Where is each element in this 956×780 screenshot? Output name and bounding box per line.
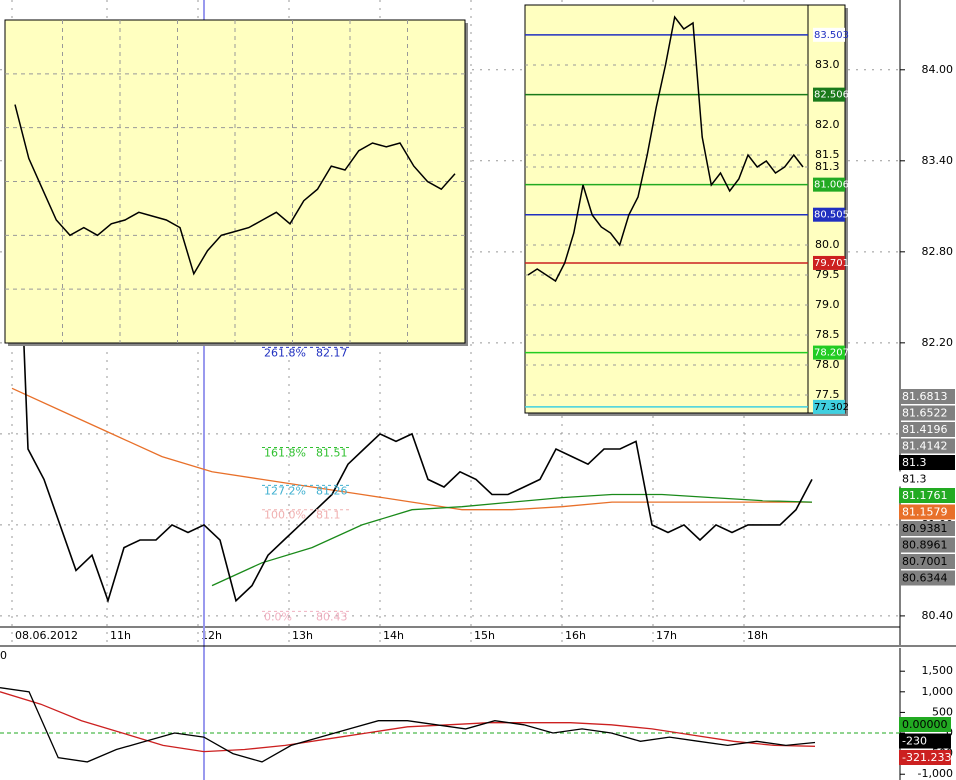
time-label: 16h [565,629,586,642]
level-tag [813,27,845,42]
price-tag-label: 81.1761 [902,489,948,502]
level-tag [813,87,845,102]
fib-price: 80.43 [316,610,348,623]
level-tag [813,399,845,414]
osc-tag [899,733,951,749]
y-tick-label: 83.40 [922,154,954,167]
y-tick-label: 84.00 [922,63,954,76]
inset-y-label: 78.5 [815,328,840,341]
price-tag-label: 80.9381 [902,522,948,535]
time-label: 14h [383,629,404,642]
price-tag-label: 80.6344 [902,572,948,585]
price-tag-label: 81.3 [902,456,927,469]
price-tag [899,422,955,437]
osc-tag [899,750,951,765]
price-tag [899,389,955,404]
fib-level: 127.2% [264,484,306,497]
inset-y-label: 77.5 [815,388,840,401]
inset-panel [524,4,846,414]
price-tag-label: 80.7001 [902,555,948,568]
price-tag-label: 81.6813 [902,390,948,403]
ma-orange [11,387,812,511]
y-tick-label: 82.80 [922,245,954,258]
osc-y-label: -1,000 [918,767,953,780]
fib-level: 261.8% [264,346,306,359]
level-tag-label: 83.503 [814,30,849,41]
osc-y-label: 500 [932,705,953,718]
time-label: 08.06.2012 [15,629,78,642]
price-tag-label: 81.1579 [902,506,948,519]
inset-y-label: 81.3 [815,160,840,173]
level-tag-label: 79.701 [814,258,849,269]
time-label: 13h [292,629,313,642]
price-tag [899,504,955,520]
time-label: 11h [110,629,131,642]
price-tag-label: 81.6522 [902,407,948,420]
inset-price-line [14,104,456,276]
price-tag [899,554,955,569]
fib-level: 100.0% [264,509,306,522]
price-tag [899,438,955,454]
level-tag-label: 77.302 [814,402,849,413]
time-label: 17h [656,629,677,642]
fib-price: 82.17 [316,346,348,359]
corner-label: 0 [0,649,7,662]
inset-y-label: 83.0 [815,58,840,71]
osc-y-label: 1,000 [922,685,954,698]
y-tick-label: 80.40 [922,609,954,622]
price-tag [899,471,955,487]
inset-y-label: 79.0 [815,298,840,311]
level-tag-label: 80.505 [814,210,849,221]
osc-tag [899,717,951,732]
osc-line [0,687,816,763]
level-tag [813,177,845,192]
y-tick-label: 82.20 [922,336,954,349]
ma-green [211,493,813,587]
level-tag-label: 78.207 [814,348,849,359]
price-tag-label: 81.4142 [902,440,948,453]
time-label: 12h [201,629,222,642]
osc-tag-label: -321.233 [902,751,951,764]
price-tag [899,537,955,553]
osc-tag-label: -230 [902,735,927,748]
price-tag-label: 81.3 [902,473,927,486]
price-tag [899,488,955,503]
osc-signal [0,691,816,753]
fib-price: 81.51 [316,447,348,460]
inset-price-line [527,15,804,283]
osc-y-label: 0 [946,726,953,739]
price-line [11,39,813,604]
price-tag [899,521,955,536]
time-label: 15h [474,629,495,642]
inset-y-label: 80.0 [815,238,840,251]
level-tag [813,345,845,360]
price-tag [899,455,955,470]
level-tag-label: 81.006 [814,180,849,191]
fib-level: 161.8% [264,447,306,460]
fib-level: 0.0% [264,610,292,623]
inset-y-label: 81.5 [815,148,840,161]
time-label: 18h [747,629,768,642]
level-tag [813,255,845,270]
fib-price: 81.1 [316,509,341,522]
price-tag [899,405,955,421]
level-tag-label: 82.506 [814,90,849,101]
fib-price: 81.26 [316,484,348,497]
inset-y-label: 79.5 [815,268,840,281]
price-tag-label: 80.8961 [902,539,948,552]
inset-y-label: 82.0 [815,118,840,131]
price-tag [899,570,955,586]
level-tag [813,207,845,222]
osc-y-label: 1,500 [922,664,954,677]
inset-y-label: 78.0 [815,358,840,371]
osc-tag-label: 0.00000 [902,718,948,731]
price-tag-label: 81.4196 [902,423,948,436]
